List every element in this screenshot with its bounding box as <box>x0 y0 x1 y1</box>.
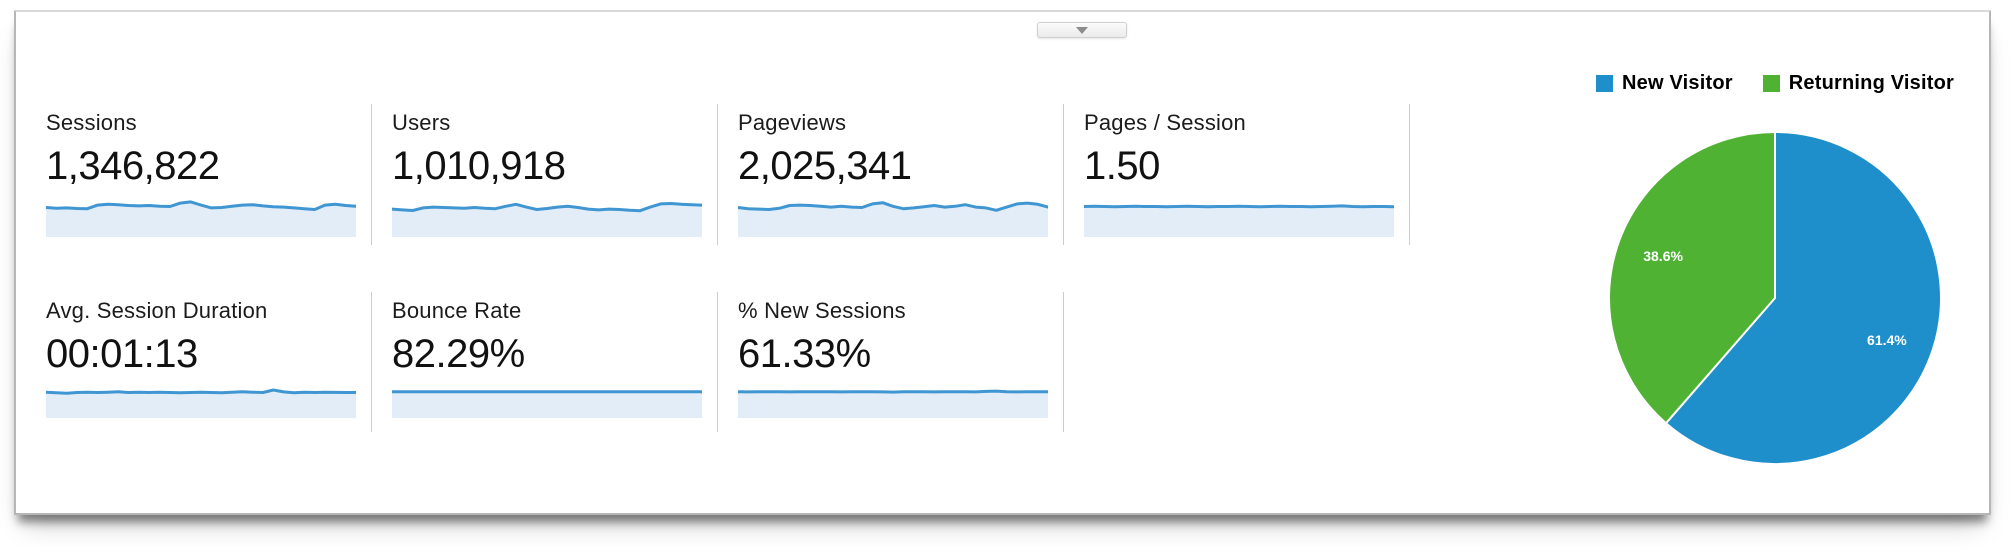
metric-label: Pages / Session <box>1084 110 1246 135</box>
legend-item-returning-visitor: Returning Visitor <box>1762 72 1955 95</box>
metric-card-bounce-rate: Bounce Rate 82.29% <box>372 292 718 432</box>
metric-card-avg-session-duration: Avg. Session Duration 00:01:13 <box>26 292 372 432</box>
pie-slice-percent-label: 38.6% <box>1643 248 1683 264</box>
metric-row-2: Avg. Session Duration 00:01:13 Bounce Ra… <box>26 292 1410 432</box>
metric-label: Avg. Session Duration <box>46 298 268 323</box>
sparkline-chart <box>392 390 702 419</box>
visitor-type-pie-chart: 61.4% 38.6% <box>1607 131 1943 472</box>
pie-legend: New Visitor Returning Visitor <box>1595 72 1954 95</box>
metric-value: 00:01:13 <box>46 332 198 377</box>
sparkline-chart <box>738 201 1048 238</box>
sparkline-chart <box>46 200 356 238</box>
metric-card-pct-new-sessions: % New Sessions 61.33% <box>718 292 1064 432</box>
sparkline-chart <box>46 388 356 419</box>
metric-value: 1,346,822 <box>46 144 220 189</box>
metric-label: Pageviews <box>738 110 847 135</box>
metric-value: 2,025,341 <box>738 144 912 189</box>
legend-label: New Visitor <box>1621 72 1733 94</box>
metric-label: Bounce Rate <box>392 298 522 323</box>
sparkline-chart <box>738 389 1048 419</box>
metric-summary-grid: Sessions 1,346,822 Users 1,010,918 Pagev… <box>26 104 1410 432</box>
sparkline-chart <box>1084 204 1394 238</box>
metric-label: % New Sessions <box>738 298 906 323</box>
pie-slice-percent-label: 61.4% <box>1867 332 1907 348</box>
metric-card-users: Users 1,010,918 <box>372 104 718 245</box>
pie-slice-returning-visitor[interactable] <box>1608 131 1776 425</box>
legend-label: Returning Visitor <box>1788 72 1955 94</box>
pie-slice-new-visitor[interactable] <box>1665 131 1942 465</box>
metric-value: 1,010,918 <box>392 144 566 189</box>
metric-card-sessions: Sessions 1,346,822 <box>26 104 372 245</box>
metric-value: 61.33% <box>738 332 871 377</box>
triangle-down-icon <box>1076 26 1088 34</box>
metric-row-1: Sessions 1,346,822 Users 1,010,918 Pagev… <box>26 104 1410 245</box>
collapse-panel-button[interactable] <box>1037 22 1127 38</box>
legend-swatch-new-visitor-icon <box>1595 75 1613 92</box>
legend-swatch-returning-visitor-icon <box>1762 75 1780 92</box>
metric-label: Users <box>392 110 451 135</box>
metric-card-pages-per-session: Pages / Session 1.50 <box>1064 104 1410 245</box>
metric-value: 82.29% <box>392 332 525 377</box>
metric-card-pageviews: Pageviews 2,025,341 <box>718 104 1064 245</box>
sparkline-chart <box>392 202 702 238</box>
metric-label: Sessions <box>46 110 137 135</box>
metric-value: 1.50 <box>1084 144 1160 189</box>
legend-item-new-visitor: New Visitor <box>1595 72 1733 95</box>
